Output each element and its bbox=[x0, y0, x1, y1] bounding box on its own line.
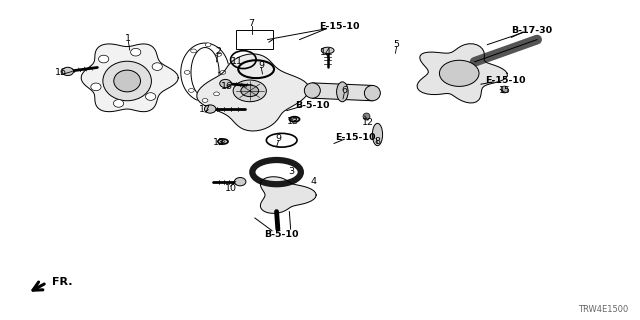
Ellipse shape bbox=[289, 117, 300, 122]
Ellipse shape bbox=[216, 52, 221, 56]
Ellipse shape bbox=[62, 67, 74, 76]
Text: 11: 11 bbox=[231, 57, 243, 66]
Ellipse shape bbox=[113, 100, 124, 107]
Ellipse shape bbox=[220, 79, 231, 88]
Ellipse shape bbox=[99, 55, 109, 63]
Ellipse shape bbox=[218, 139, 228, 144]
Ellipse shape bbox=[305, 83, 320, 98]
Text: 5: 5 bbox=[394, 40, 399, 49]
Text: 2: 2 bbox=[215, 47, 221, 56]
Ellipse shape bbox=[184, 70, 190, 74]
Text: 13: 13 bbox=[287, 116, 300, 126]
Ellipse shape bbox=[152, 63, 163, 70]
Text: 7: 7 bbox=[249, 19, 255, 28]
Ellipse shape bbox=[292, 118, 296, 120]
Text: 1: 1 bbox=[125, 35, 131, 44]
Text: 16: 16 bbox=[221, 82, 234, 91]
Text: 15: 15 bbox=[499, 86, 511, 95]
Text: 16: 16 bbox=[56, 68, 67, 77]
Ellipse shape bbox=[91, 83, 101, 91]
Ellipse shape bbox=[145, 93, 156, 100]
Ellipse shape bbox=[233, 80, 266, 102]
Polygon shape bbox=[81, 44, 178, 112]
Ellipse shape bbox=[321, 47, 334, 53]
Text: 4: 4 bbox=[310, 177, 317, 186]
Text: 9: 9 bbox=[259, 60, 264, 69]
Bar bbox=[236, 30, 273, 49]
Ellipse shape bbox=[220, 70, 226, 74]
Polygon shape bbox=[417, 44, 508, 103]
Text: 12: 12 bbox=[362, 118, 374, 127]
Polygon shape bbox=[260, 177, 316, 213]
Ellipse shape bbox=[234, 178, 246, 186]
Text: 10: 10 bbox=[225, 184, 237, 193]
Ellipse shape bbox=[202, 99, 208, 102]
Ellipse shape bbox=[241, 85, 259, 97]
Text: 8: 8 bbox=[374, 137, 380, 146]
Text: 6: 6 bbox=[341, 86, 348, 95]
Ellipse shape bbox=[103, 61, 152, 101]
Text: 3: 3 bbox=[288, 167, 294, 176]
Text: 13: 13 bbox=[213, 138, 225, 147]
Ellipse shape bbox=[205, 43, 211, 47]
Text: E-15-10: E-15-10 bbox=[485, 76, 525, 85]
Ellipse shape bbox=[191, 49, 196, 53]
Ellipse shape bbox=[114, 70, 141, 92]
Text: TRW4E1500: TRW4E1500 bbox=[577, 305, 628, 314]
Polygon shape bbox=[197, 54, 309, 131]
Ellipse shape bbox=[337, 82, 348, 102]
Ellipse shape bbox=[372, 123, 383, 146]
Ellipse shape bbox=[364, 85, 380, 101]
Text: 9: 9 bbox=[275, 134, 282, 143]
Text: E-15-10: E-15-10 bbox=[335, 132, 376, 141]
Text: B-5-10: B-5-10 bbox=[295, 101, 330, 110]
Ellipse shape bbox=[188, 89, 194, 92]
Text: B-17-30: B-17-30 bbox=[511, 26, 552, 35]
Ellipse shape bbox=[214, 92, 220, 96]
Text: FR.: FR. bbox=[52, 277, 72, 287]
Ellipse shape bbox=[440, 60, 479, 86]
Ellipse shape bbox=[131, 48, 141, 56]
Text: E-15-10: E-15-10 bbox=[319, 22, 360, 31]
Polygon shape bbox=[312, 83, 372, 101]
Ellipse shape bbox=[204, 105, 216, 113]
Text: 17: 17 bbox=[199, 105, 211, 114]
Text: 14: 14 bbox=[321, 48, 332, 57]
Ellipse shape bbox=[221, 140, 225, 142]
Text: B-5-10: B-5-10 bbox=[264, 230, 299, 239]
